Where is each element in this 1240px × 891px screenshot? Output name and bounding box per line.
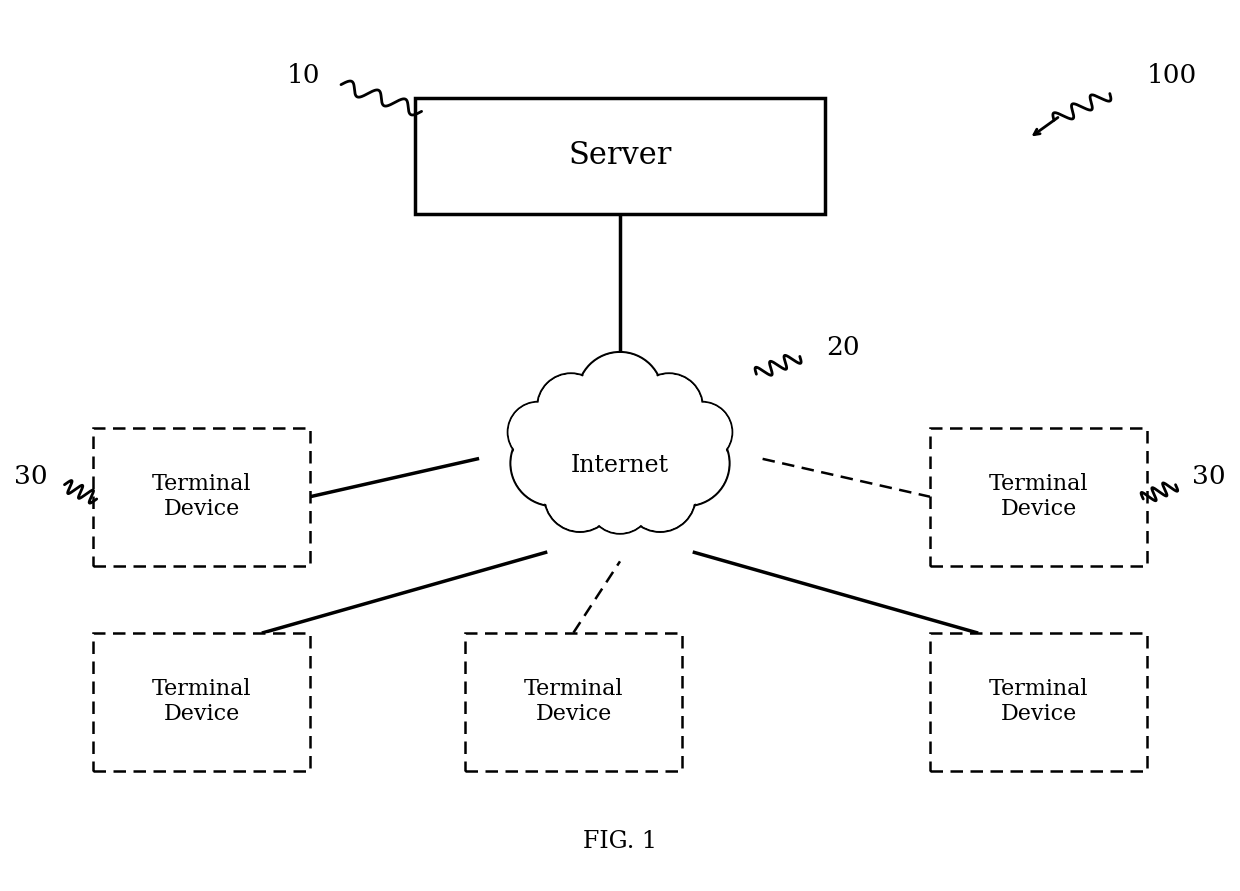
Text: Terminal
Device: Terminal Device xyxy=(523,678,624,725)
Ellipse shape xyxy=(511,421,596,506)
Text: 30: 30 xyxy=(14,464,48,489)
Ellipse shape xyxy=(578,352,662,437)
Text: 100: 100 xyxy=(1147,63,1197,88)
Ellipse shape xyxy=(635,373,703,441)
Ellipse shape xyxy=(673,404,730,461)
Ellipse shape xyxy=(625,461,696,532)
Text: 30: 30 xyxy=(1192,464,1226,489)
Ellipse shape xyxy=(637,375,701,439)
Text: 20: 20 xyxy=(826,335,861,360)
Ellipse shape xyxy=(589,471,651,532)
FancyBboxPatch shape xyxy=(415,98,825,214)
Ellipse shape xyxy=(626,462,694,530)
FancyBboxPatch shape xyxy=(930,428,1147,566)
Text: Terminal
Device: Terminal Device xyxy=(151,678,252,725)
Ellipse shape xyxy=(559,389,681,511)
Text: FIG. 1: FIG. 1 xyxy=(583,830,657,854)
Ellipse shape xyxy=(539,375,603,439)
FancyBboxPatch shape xyxy=(93,633,310,771)
Text: Terminal
Device: Terminal Device xyxy=(988,678,1089,725)
Ellipse shape xyxy=(512,422,594,504)
Ellipse shape xyxy=(588,470,652,534)
Ellipse shape xyxy=(507,402,568,462)
Ellipse shape xyxy=(556,386,684,514)
Ellipse shape xyxy=(579,354,661,436)
Ellipse shape xyxy=(546,462,614,530)
FancyBboxPatch shape xyxy=(930,633,1147,771)
Ellipse shape xyxy=(510,404,567,461)
Text: Server: Server xyxy=(568,141,672,171)
Text: Terminal
Device: Terminal Device xyxy=(151,473,252,520)
Ellipse shape xyxy=(544,461,615,532)
Text: Terminal
Device: Terminal Device xyxy=(988,473,1089,520)
FancyBboxPatch shape xyxy=(93,428,310,566)
Ellipse shape xyxy=(644,421,729,506)
Text: Internet: Internet xyxy=(570,454,670,478)
Ellipse shape xyxy=(646,422,728,504)
Ellipse shape xyxy=(537,373,605,441)
Text: 10: 10 xyxy=(286,63,321,88)
Ellipse shape xyxy=(672,402,733,462)
FancyBboxPatch shape xyxy=(465,633,682,771)
